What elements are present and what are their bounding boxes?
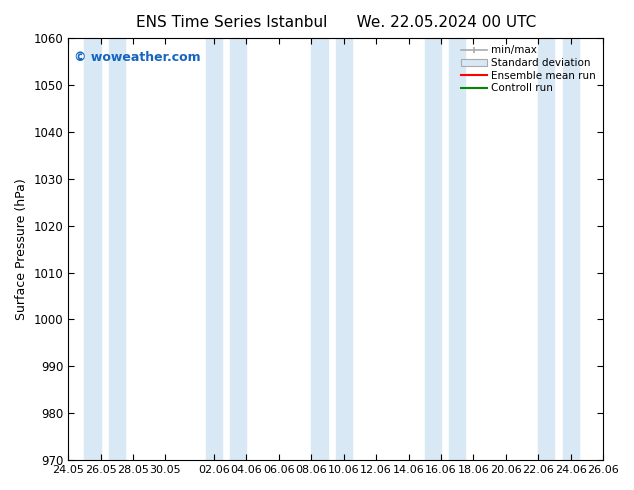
Bar [335, 38, 352, 460]
Bar [311, 38, 328, 460]
Bar [449, 38, 465, 460]
Bar [206, 38, 222, 460]
Bar [562, 38, 579, 460]
Bar [84, 38, 101, 460]
Title: ENS Time Series Istanbul      We. 22.05.2024 00 UTC: ENS Time Series Istanbul We. 22.05.2024 … [136, 15, 536, 30]
Bar [230, 38, 247, 460]
Text: © woweather.com: © woweather.com [74, 51, 200, 64]
Bar [538, 38, 555, 460]
Y-axis label: Surface Pressure (hPa): Surface Pressure (hPa) [15, 178, 28, 320]
Legend: min/max, Standard deviation, Ensemble mean run, Controll run: min/max, Standard deviation, Ensemble me… [459, 43, 598, 95]
Bar [425, 38, 441, 460]
Bar [108, 38, 125, 460]
